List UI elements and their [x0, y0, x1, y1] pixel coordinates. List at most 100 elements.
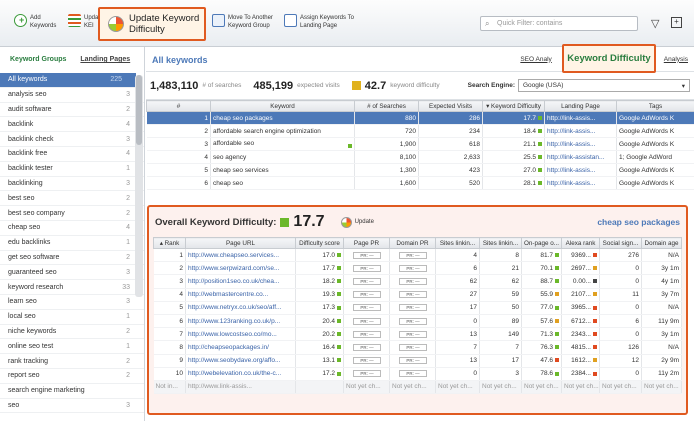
assign-landing-button[interactable]: Assign Keywords To Landing Page [284, 14, 364, 30]
column-header[interactable]: On-page o... [521, 237, 562, 249]
column-header[interactable]: Landing Page [544, 100, 617, 112]
page-url-link[interactable]: http://www.netryx.co.uk/seo/aff... [185, 301, 296, 315]
sidebar-item-count: 4 [126, 150, 130, 158]
column-header[interactable]: Page PR [343, 237, 390, 249]
page-url-link[interactable]: http://www.seobydave.org/affo... [185, 354, 296, 368]
page-url-link[interactable]: http://webmastercentre.co... [185, 288, 296, 302]
sidebar-item[interactable]: niche keywords 2 [0, 325, 144, 340]
sidebar-item-label: backlink check [8, 135, 54, 143]
update-kei-button[interactable]: Upda KEI [68, 14, 98, 30]
update-button[interactable]: Update [340, 216, 374, 228]
column-header[interactable]: Difficulty score [295, 237, 344, 249]
sidebar-item[interactable]: online seo test 1 [0, 339, 144, 355]
pr-cell: PR: — [389, 301, 436, 315]
sidebar-item[interactable]: best seo company 2 [0, 206, 144, 221]
table-row[interactable]: 8 http://cheapseopackages.in/16.4 PR: — PR:… [153, 340, 682, 355]
export-icon[interactable]: + [671, 17, 682, 28]
tab-analysis[interactable]: Analysis [663, 55, 688, 63]
table-row[interactable]: 5 cheap seo services 1,300 423 27.0 http://li… [146, 163, 694, 177]
table-row[interactable]: 7 http://www.lowcostseo.co/mo... 20.2 PR: —… [153, 327, 682, 342]
landing-page-link[interactable]: http://link-assis... [544, 124, 617, 138]
table-row[interactable]: 4 seo agency 8,100 2,633 25.5 http://link-ass… [146, 150, 694, 164]
column-header[interactable]: Sites linkin... [435, 237, 480, 249]
alexa-color-icon [593, 292, 597, 297]
tab-keyword-groups[interactable]: Keyword Groups [10, 56, 67, 63]
landing-page-link[interactable]: http://link-assistan... [544, 150, 617, 164]
table-row[interactable]: 10 http://webelevation.co.uk/the-c... 17.2… [153, 367, 682, 381]
move-group-button[interactable]: Move To Another Keyword Group [212, 14, 286, 30]
table-row[interactable]: 5 http://www.netryx.co.uk/seo/aff... 17.3 P… [153, 301, 682, 315]
page-url-link[interactable]: http://cheapseopackages.in/ [185, 340, 296, 355]
sidebar-item[interactable]: get seo software 2 [0, 251, 144, 266]
filter-icon[interactable]: ▽ [651, 18, 660, 30]
sidebar-scrollbar[interactable] [135, 75, 143, 297]
pr-cell: PR: — [343, 367, 390, 381]
column-header[interactable]: Domain PR [389, 237, 436, 249]
column-header[interactable]: Expected Visits [418, 100, 483, 112]
search-engine-select[interactable]: Google (USA) ▾ [518, 79, 690, 92]
page-url-link[interactable]: http://www.cheapseo.services... [185, 248, 296, 263]
sidebar-item[interactable]: rank tracking 2 [0, 354, 144, 369]
column-header[interactable]: Domain age [641, 237, 682, 249]
sidebar-item[interactable]: learn seo 3 [0, 295, 144, 310]
column-header[interactable]: ▾ Keyword Difficulty [482, 100, 545, 112]
table-row[interactable]: 3 http://position1seo.co.uk/chea... 18.2 PR… [153, 274, 682, 289]
sidebar-item[interactable]: analysis seo 3 [0, 88, 144, 103]
tab-keyword-difficulty[interactable]: Keyword Difficulty [562, 44, 656, 73]
landing-page-link[interactable]: http://link-assis... [544, 176, 617, 190]
page-url-link[interactable]: http://www.serpwizard.com/se... [185, 261, 296, 276]
sidebar-item[interactable]: audit software 2 [0, 103, 144, 118]
empty-cell [295, 380, 344, 395]
footer-row[interactable]: Not in... http://www.link-assis... Not yet… [153, 380, 682, 395]
sidebar-item[interactable]: All keywords 225 [0, 73, 136, 88]
sidebar-item[interactable]: seo 3 [0, 399, 144, 414]
table-row[interactable]: 6 cheap seo 1,600 520 28.1 http://link-assis.… [146, 176, 694, 190]
table-row[interactable]: 4 http://webmastercentre.co... 19.3 PR: — PR… [153, 288, 682, 302]
column-header[interactable]: Alexa rank [561, 237, 600, 249]
column-header[interactable]: Sites linkin... [479, 237, 522, 249]
table-row[interactable]: 6 http://www.123ranking.co.uk/p... 20.4 PR:… [153, 314, 682, 329]
column-header[interactable]: Tags [616, 100, 694, 112]
sidebar-item[interactable]: keyword research 33 [0, 280, 144, 295]
page-url-link[interactable]: http://position1seo.co.uk/chea... [185, 274, 296, 289]
sidebar-item[interactable]: local seo 1 [0, 310, 144, 325]
difficulty-color-icon [337, 266, 341, 271]
landing-page-link[interactable]: http://link-assis... [544, 111, 617, 125]
update-keyword-difficulty-button[interactable]: Update Keyword Difficulty [98, 7, 206, 41]
column-header[interactable]: # of Searches [354, 100, 419, 112]
sidebar-item[interactable]: search engine marketing [0, 384, 144, 399]
pr-bar: PR: — [398, 343, 427, 351]
page-url-link[interactable]: http://www.lowcostseo.co/mo... [185, 327, 296, 342]
landing-page-link[interactable]: http://link-assis... [544, 137, 617, 151]
add-keywords-button[interactable]: + Add Keywords [14, 14, 62, 30]
sidebar-item[interactable]: edu backlinks 1 [0, 236, 144, 251]
table-row[interactable]: 2 http://www.serpwizard.com/se... 17.7 PR: … [153, 261, 682, 276]
page-url-link[interactable]: http://webelevation.co.uk/the-c... [185, 367, 296, 381]
sidebar-item[interactable]: backlink free 4 [0, 147, 144, 162]
table-row[interactable]: 3 affordable seo 1,900 618 21.1 http://link-a… [146, 137, 694, 151]
sidebar-item[interactable]: guaranteed seo 3 [0, 265, 144, 281]
column-header[interactable]: Keyword [210, 100, 355, 112]
quick-filter-input[interactable]: ⌕ Quick Filter: contains [480, 16, 638, 31]
page-url-link[interactable]: http://www.123ranking.co.uk/p... [185, 314, 296, 329]
table-row[interactable]: 1 http://www.cheapseo.services... 17.0 PR: … [153, 248, 682, 263]
alexa-color-icon [593, 345, 597, 350]
column-header[interactable]: Page URL [185, 237, 296, 249]
column-header[interactable]: Social sign... [599, 237, 642, 249]
sidebar-item[interactable]: backlink check 3 [0, 132, 144, 147]
table-row[interactable]: 1 cheap seo packages 880 286 17.7 http://link… [146, 111, 694, 125]
difficulty-color-icon [538, 128, 542, 133]
tab-seo-analysis[interactable]: SEO Analy [520, 55, 552, 63]
sidebar-item[interactable]: backlinking 3 [0, 177, 144, 192]
sidebar-item[interactable]: cheap seo 4 [0, 221, 144, 236]
table-row[interactable]: 2 affordable search engine optimization 72… [146, 124, 694, 138]
sidebar-item[interactable]: report seo 2 [0, 369, 144, 384]
table-row[interactable]: 9 http://www.seobydave.org/affo... 13.1 PR:… [153, 354, 682, 368]
landing-page-link[interactable]: http://link-assis... [544, 163, 617, 177]
sidebar-item[interactable]: backlink 4 [0, 117, 144, 133]
sidebar-item[interactable]: best seo 2 [0, 191, 144, 207]
column-header[interactable]: # [146, 100, 211, 112]
tab-landing-pages[interactable]: Landing Pages [80, 56, 131, 63]
column-header[interactable]: ▴ Rank [153, 237, 186, 249]
sidebar-item[interactable]: backlink tester 1 [0, 162, 144, 177]
